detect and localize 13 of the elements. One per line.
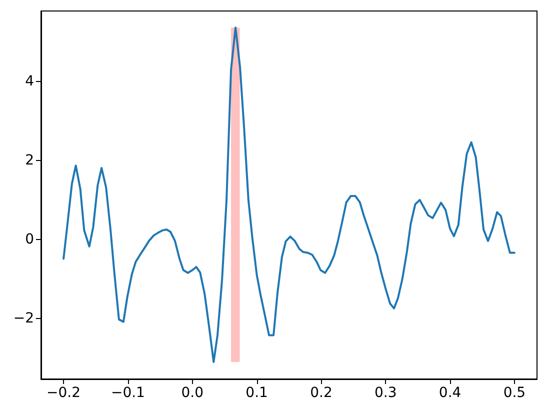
x-tick-label: 0.3	[374, 385, 397, 401]
x-tick-label: 0.2	[310, 385, 332, 401]
x-tick-label: −0.2	[46, 385, 81, 401]
x-tick-label: 0.0	[181, 385, 204, 401]
y-tick-label: −2	[13, 310, 34, 326]
y-tick-label: 0	[25, 231, 34, 248]
line-series	[62, 26, 516, 364]
x-tick-label: −0.1	[110, 385, 145, 401]
x-tick-label: 0.1	[246, 385, 268, 401]
y-tick-label: 2	[25, 152, 34, 168]
x-tick-label: 0.5	[503, 385, 526, 401]
y-tick-label: 4	[25, 74, 34, 90]
x-tick-label: 0.4	[438, 385, 462, 401]
